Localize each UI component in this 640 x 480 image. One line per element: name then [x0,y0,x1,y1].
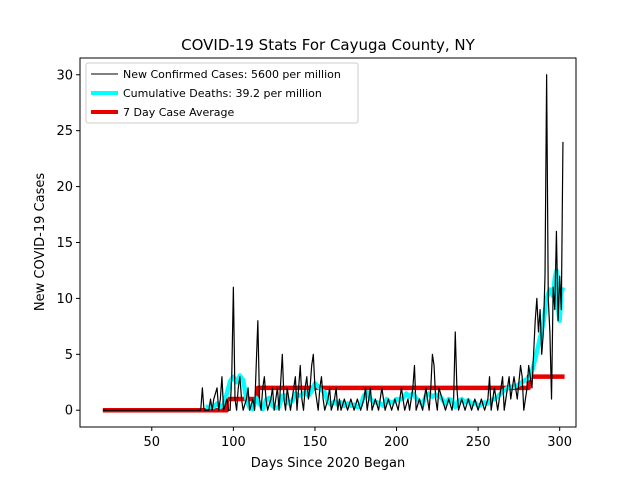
series-line-0 [102,74,564,411]
legend: New Confirmed Cases: 5600 per million Cu… [85,62,359,124]
chart-title: COVID-19 Stats For Cayuga County, NY [181,36,475,54]
legend-label-average: 7 Day Case Average [123,106,235,119]
y-tick-label: 10 [56,292,73,307]
x-tick-label: 250 [466,435,491,450]
x-tick-label: 150 [303,435,328,450]
y-tick-label: 20 [56,180,73,195]
y-axis: 0 5 10 15 20 25 30 [56,68,80,419]
legend-label-deaths: Cumulative Deaths: 39.2 per million [123,87,322,100]
legend-label-cases: New Confirmed Cases: 5600 per million [123,68,341,81]
series-line-1 [205,268,566,412]
x-tick-label: 300 [547,435,572,450]
x-tick-label: 50 [144,435,161,450]
y-tick-label: 30 [56,68,73,83]
y-tick-label: 5 [65,348,73,363]
legend-box [85,62,359,124]
x-axis: 50 100 150 200 250 300 [144,427,572,450]
plot-area [102,74,566,413]
y-tick-label: 0 [65,404,73,419]
y-tick-label: 15 [56,236,73,251]
x-axis-label: Days Since 2020 Began [251,456,406,471]
y-axis-label: New COVID-19 Cases [33,173,48,311]
y-tick-label: 25 [56,124,73,139]
x-tick-label: 100 [221,435,246,450]
x-tick-label: 200 [384,435,409,450]
